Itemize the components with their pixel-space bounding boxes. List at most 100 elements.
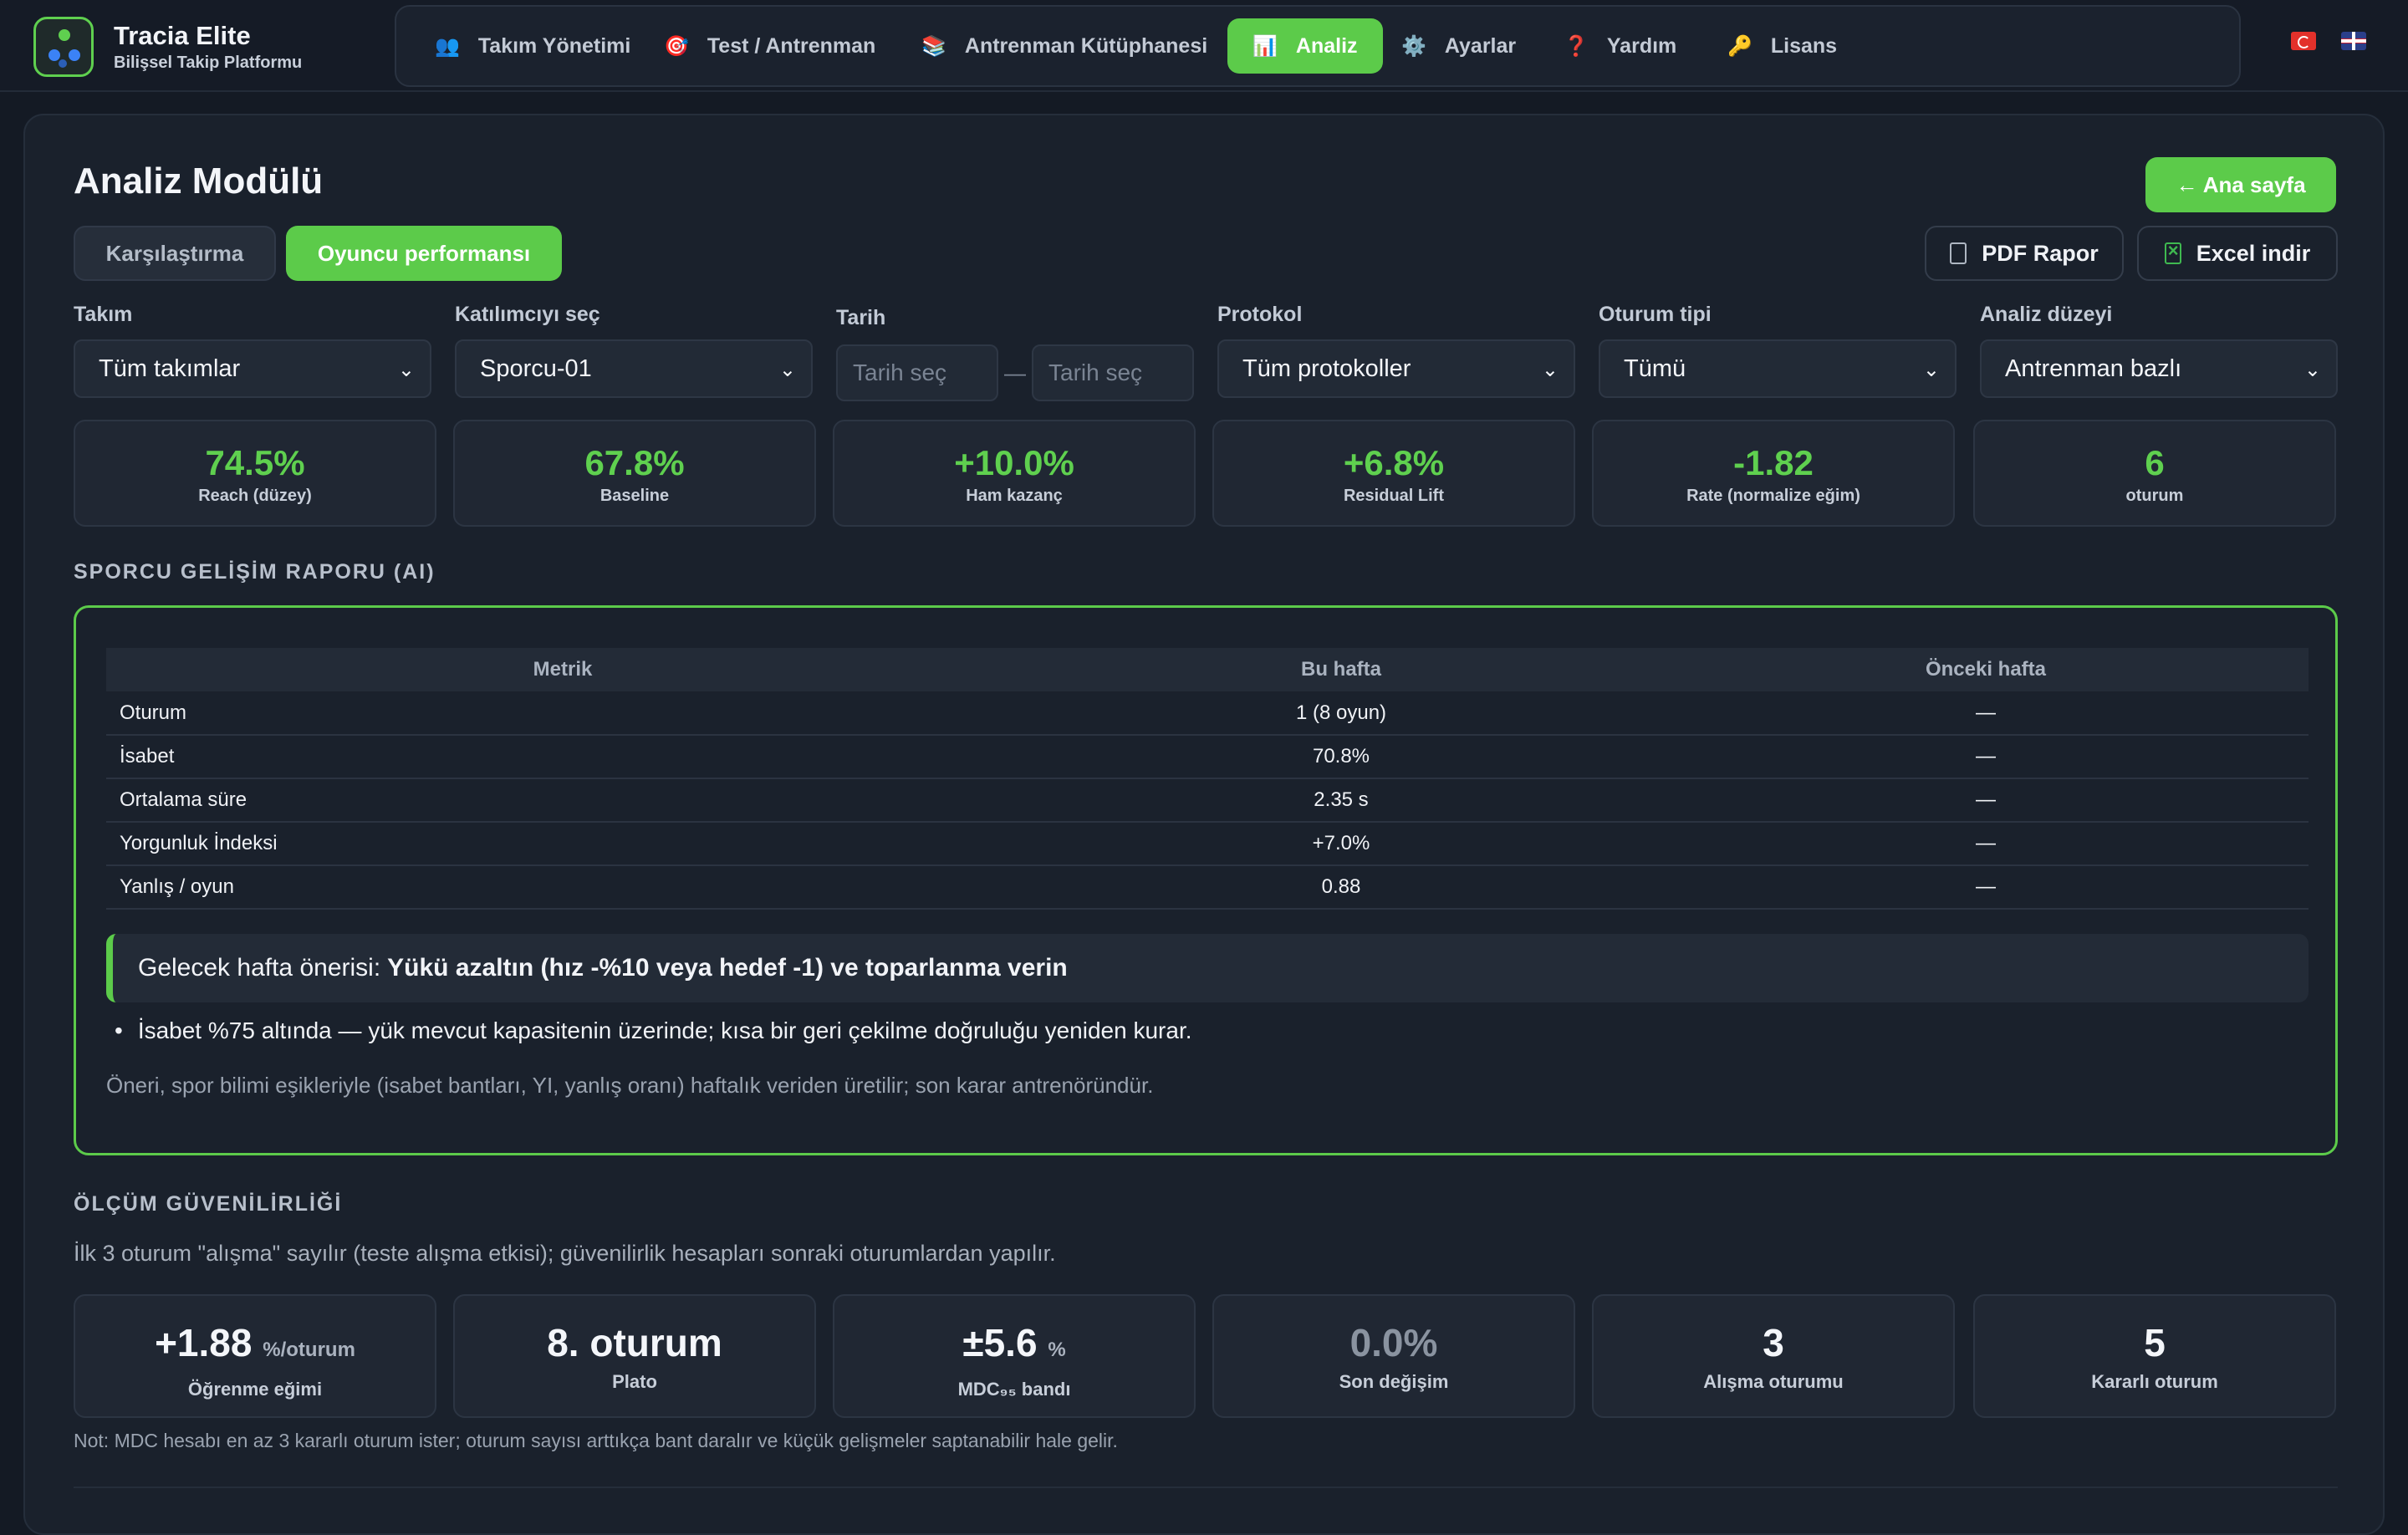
uk-flag-icon[interactable] <box>2341 32 2366 50</box>
select-value: Antrenman bazlı <box>2005 354 2182 382</box>
select-value: Tüm takımlar <box>99 354 241 382</box>
stat-familiarization-sessions: 3 Alışma oturumu <box>1592 1294 1955 1418</box>
filter-label: Katılımcıyı seç <box>455 303 600 326</box>
stat-label: oturum <box>2125 487 2184 505</box>
pdf-report-label: PDF Rapor <box>1982 240 2099 266</box>
end-date-input[interactable]: Tarih seç <box>1032 344 1194 401</box>
stat-label: Rate (normalize eğim) <box>1686 487 1860 505</box>
team-select[interactable]: Tüm takımlar ⌄ <box>74 339 431 398</box>
tab-player-performance[interactable]: Oyuncu performansı <box>286 226 562 281</box>
gear-icon: ⚙️ <box>1401 34 1426 58</box>
nav-item-analysis[interactable]: 📊 Analiz <box>1227 18 1383 74</box>
nav-label: Takım Yönetimi <box>477 33 631 58</box>
recommendation-reason: İsabet %75 altında — yük mevcut kapasite… <box>115 1017 1192 1044</box>
ai-development-report: Metrik Bu hafta Önceki hafta Oturum 1 (8… <box>74 605 2338 1155</box>
stat-baseline: 67.8% Baseline <box>453 420 816 527</box>
this-week-cell: 1 (8 oyun) <box>1019 691 1663 736</box>
reliability-description: İlk 3 oturum "alışma" sayılır (teste alı… <box>74 1241 1056 1266</box>
recommendation-text: Yükü azaltın (hız -%10 veya hedef -1) ve… <box>387 954 1068 982</box>
stat-value: 0.0% <box>1349 1321 1438 1364</box>
users-icon: 👥 <box>435 34 460 58</box>
participant-filter: Katılımcıyı seç Sporcu-01 ⌄ <box>455 303 813 398</box>
next-week-recommendation: Gelecek hafta önerisi: Yükü azaltın (hız… <box>106 934 2309 1002</box>
nav-label: Ayarlar <box>1444 33 1517 58</box>
stat-label: Son değişim <box>1339 1371 1449 1392</box>
nav-item-test-training[interactable]: 🎯 Test / Antrenman <box>639 18 900 74</box>
stat-value: -1.82 <box>1733 443 1814 482</box>
excel-download-button[interactable]: Excel indir <box>2137 226 2338 281</box>
chevron-down-icon: ⌄ <box>397 359 415 381</box>
filter-label: Tarih <box>836 306 886 329</box>
nav-item-help[interactable]: ❓ Yardım <box>1538 18 1701 74</box>
stat-value: 3 <box>1763 1321 1784 1364</box>
chevron-down-icon: ⌄ <box>778 359 796 381</box>
nav-item-training-library[interactable]: 📚 Antrenman Kütüphanesi <box>896 18 1232 74</box>
pdf-report-button[interactable]: PDF Rapor <box>1925 226 2124 281</box>
previous-week-cell: — <box>1663 778 2309 823</box>
nav-label: Test / Antrenman <box>707 33 876 58</box>
question-icon: ❓ <box>1564 34 1589 58</box>
stat-last-change: 0.0% Son değişim <box>1212 1294 1575 1418</box>
brand[interactable]: Tracia Elite Bilişsel Takip Platformu <box>33 17 302 77</box>
reliability-heading: ÖLÇÜM GÜVENİLİRLİĞİ <box>74 1192 343 1216</box>
key-icon: 🔑 <box>1727 34 1752 58</box>
column-header: Metrik <box>106 648 1019 691</box>
stat-value: 5 <box>2144 1321 2166 1364</box>
select-value: Sporcu-01 <box>480 354 592 382</box>
team-filter: Takım Tüm takımlar ⌄ <box>74 303 431 398</box>
participant-select[interactable]: Sporcu-01 ⌄ <box>455 339 813 398</box>
stat-value: 67.8% <box>584 443 685 482</box>
mdc-note: Not: MDC hesabı en az 3 kararlı oturum i… <box>74 1430 1118 1451</box>
nav-item-settings[interactable]: ⚙️ Ayarlar <box>1376 18 1541 74</box>
table-header-row: Metrik Bu hafta Önceki hafta <box>106 648 2309 691</box>
nav-item-team-management[interactable]: 👥 Takım Yönetimi <box>410 18 656 74</box>
previous-week-cell: — <box>1663 735 2309 779</box>
stat-value: ±5.6 % <box>962 1321 1066 1364</box>
chart-icon: 📊 <box>1252 34 1278 58</box>
column-header: Önceki hafta <box>1663 648 2309 691</box>
protocol-select[interactable]: Tüm protokoller ⌄ <box>1217 339 1575 398</box>
metric-cell: Ortalama süre <box>106 778 1019 823</box>
stat-plateau: 8. oturum Plato <box>453 1294 816 1418</box>
filter-label: Takım <box>74 303 133 326</box>
stat-reach: 74.5% Reach (düzey) <box>74 420 436 527</box>
nav-label: Analiz <box>1295 33 1358 58</box>
home-button[interactable]: ← Ana sayfa <box>2145 157 2336 212</box>
chevron-down-icon: ⌄ <box>1541 359 1559 381</box>
filter-label: Oturum tipi <box>1599 303 1712 326</box>
tr-flag-icon[interactable] <box>2291 32 2316 50</box>
session-type-select[interactable]: Tümü ⌄ <box>1599 339 1956 398</box>
this-week-cell: 70.8% <box>1019 735 1663 779</box>
table-row: Oturum 1 (8 oyun) — <box>106 691 2309 736</box>
stat-label: Residual Lift <box>1343 487 1444 505</box>
stat-rate: -1.82 Rate (normalize eğim) <box>1592 420 1955 527</box>
chevron-down-icon: ⌄ <box>2303 359 2321 381</box>
stat-label: Ham kazanç <box>966 487 1063 505</box>
app-logo <box>33 17 94 77</box>
top-bar: Tracia Elite Bilişsel Takip Platformu 👥 … <box>0 0 2408 92</box>
filter-label: Protokol <box>1217 303 1303 326</box>
stat-label: MDC₉₅ bandı <box>957 1379 1071 1400</box>
stat-label: Baseline <box>599 487 670 505</box>
report-table: Metrik Bu hafta Önceki hafta Oturum 1 (8… <box>106 648 2309 910</box>
previous-week-cell: — <box>1663 822 2309 866</box>
start-date-input[interactable]: Tarih seç <box>836 344 998 401</box>
books-icon: 📚 <box>921 34 946 58</box>
analysis-card: Analiz Modülü ← Ana sayfa Karşılaştırma … <box>23 114 2385 1535</box>
stat-value: +6.8% <box>1343 443 1445 482</box>
stat-raw-gain: +10.0% Ham kazanç <box>833 420 1196 527</box>
nav-item-license[interactable]: 🔑 Lisans <box>1702 18 1862 74</box>
stat-value: 74.5% <box>205 443 305 482</box>
table-row: Ortalama süre 2.35 s — <box>106 778 2309 823</box>
table-row: İsabet 70.8% — <box>106 735 2309 779</box>
nav-label: Lisans <box>1770 33 1838 58</box>
recommendation-prefix: Gelecek hafta önerisi: <box>138 954 381 982</box>
analysis-level-select[interactable]: Antrenman bazlı ⌄ <box>1980 339 2338 398</box>
metric-cell: İsabet <box>106 735 1019 779</box>
stat-label: Öğrenme eğimi <box>187 1379 323 1400</box>
page-title: Analiz Modülü <box>74 161 324 201</box>
tab-comparison[interactable]: Karşılaştırma <box>74 226 276 281</box>
table-row: Yanlış / oyun 0.88 — <box>106 865 2309 910</box>
stat-value: +1.88 %/oturum <box>155 1321 355 1364</box>
stat-value: 6 <box>2145 443 2165 482</box>
